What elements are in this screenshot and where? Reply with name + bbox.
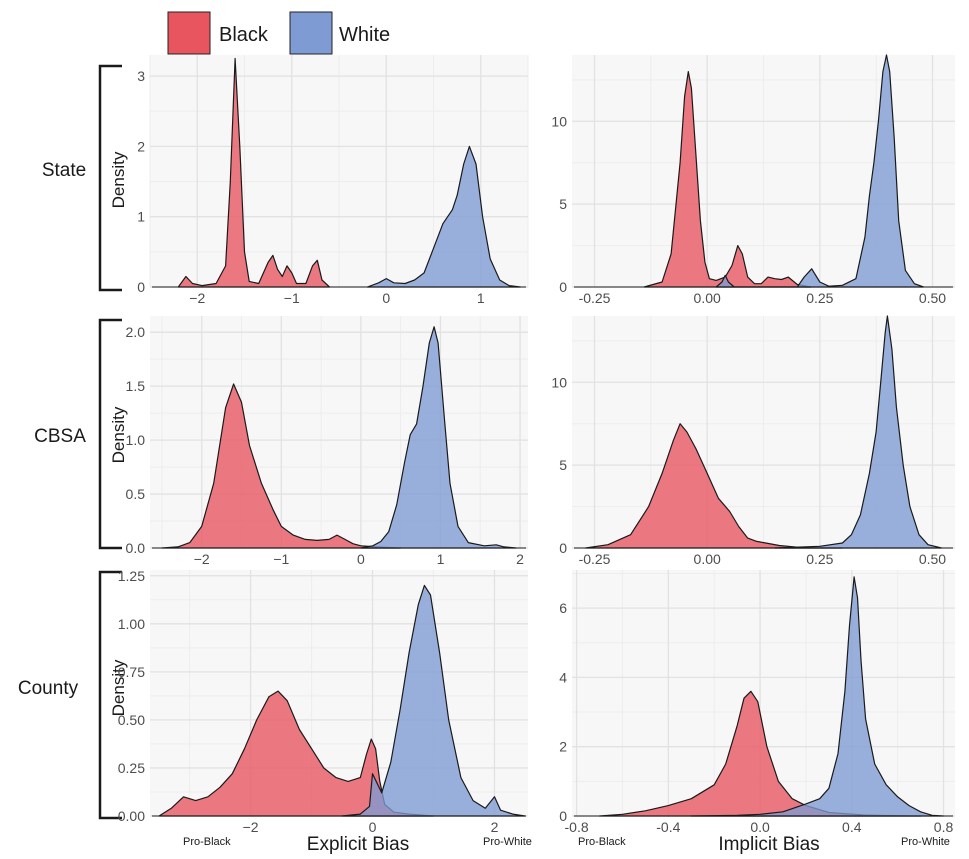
county-explicit-x-tick-label: 2 bbox=[491, 819, 499, 835]
state-explicit-y-tick-label: 2 bbox=[137, 138, 145, 154]
county-explicit-y-tick-label: 0.00 bbox=[118, 808, 145, 824]
state-explicit-x-tick-label: 1 bbox=[477, 290, 485, 306]
legend-label-white: White bbox=[339, 24, 390, 46]
cbsa-explicit-y-tick-label: 0.5 bbox=[126, 486, 146, 502]
state-explicit-y-tick-label: 1 bbox=[137, 209, 145, 225]
county-implicit-y-tick-label: 6 bbox=[559, 600, 567, 616]
cbsa-implicit-y-tick-label: 0 bbox=[559, 540, 567, 556]
county-explicit-y-tick-label: 1.25 bbox=[118, 568, 145, 584]
state-explicit-x-tick-label: 0 bbox=[382, 290, 390, 306]
cbsa-implicit-y-tick-label: 10 bbox=[551, 374, 567, 390]
state-implicit-x-tick-label: 0.00 bbox=[694, 290, 721, 306]
county-implicit-x-tick-label: -0.4 bbox=[656, 819, 680, 835]
county-explicit-y-tick-label: 0.25 bbox=[118, 760, 145, 776]
row-label-state: State bbox=[42, 160, 86, 181]
cbsa-explicit-y-tick-label: 0.0 bbox=[126, 540, 146, 556]
county-implicit-x-tick-label: 0.4 bbox=[842, 819, 862, 835]
county-explicit-x-tick-label: −2 bbox=[243, 819, 259, 835]
cbsa-implicit-x-tick-label: 0.50 bbox=[919, 551, 946, 567]
legend-swatch-black bbox=[167, 11, 211, 55]
county-implicit-x-tick-label: 0.8 bbox=[934, 819, 954, 835]
panel-county-explicit: −2 0 2 0.00 0.25 0.50 0.75 1.00 1.25 bbox=[118, 568, 528, 835]
state-implicit-y-tick-label: 5 bbox=[559, 196, 567, 212]
panel-cbsa-explicit: −2 −1 0 1 2 0.0 0.5 1.0 1.5 2.0 bbox=[126, 316, 528, 567]
state-implicit-y-tick-label: 10 bbox=[551, 113, 567, 129]
state-implicit-x-tick-label: 0.25 bbox=[806, 290, 833, 306]
row-label-county: County bbox=[18, 678, 79, 699]
county-explicit-y-tick-label: 0.75 bbox=[118, 664, 145, 680]
cbsa-explicit-y-tick-label: 1.5 bbox=[126, 378, 146, 394]
state-explicit-y-tick-label: 3 bbox=[137, 68, 145, 84]
explicit-x-axis-label: Explicit Bias bbox=[307, 834, 409, 855]
row-bracket-county bbox=[98, 570, 122, 820]
county-implicit-density-white bbox=[690, 576, 945, 817]
state-implicit-density-white bbox=[715, 54, 925, 288]
legend-swatch-white bbox=[289, 11, 333, 55]
row-bracket-cbsa bbox=[98, 318, 122, 550]
y-label-state: Density bbox=[109, 151, 128, 208]
panel-state-explicit: −2 −1 0 1 0 1 2 3 bbox=[137, 55, 529, 306]
county-implicit-y-tick-label: 0 bbox=[559, 808, 567, 824]
county-implicit-y-tick-label: 2 bbox=[559, 739, 567, 755]
county-explicit-density-white bbox=[341, 584, 526, 817]
county-implicit-x-tick-label: 0.0 bbox=[750, 819, 770, 835]
state-implicit-y-tick-label: 0 bbox=[559, 279, 567, 295]
row-bracket-state bbox=[98, 64, 122, 292]
cbsa-implicit-y-tick-label: 5 bbox=[559, 457, 567, 473]
county-explicit-x-tick-label: 0 bbox=[369, 819, 377, 835]
y-label-cbsa: Density bbox=[109, 406, 128, 463]
county-explicit-y-tick-label: 1.00 bbox=[118, 616, 145, 632]
cbsa-implicit-x-tick-label: 0.25 bbox=[806, 551, 833, 567]
panel-county-implicit: -0.8 -0.4 0.0 0.4 0.8 0 2 4 6 bbox=[559, 570, 955, 835]
county-implicit-x-tick-label: -0.8 bbox=[565, 819, 589, 835]
legend-label-black: Black bbox=[219, 24, 269, 46]
cbsa-explicit-y-tick-label: 2.0 bbox=[126, 324, 146, 340]
cbsa-explicit-x-tick-label: −2 bbox=[194, 551, 210, 567]
state-explicit-density-white bbox=[366, 145, 522, 288]
state-explicit-x-tick-label: −1 bbox=[284, 290, 300, 306]
county-implicit-y-tick-label: 4 bbox=[559, 669, 567, 685]
row-label-cbsa: CBSA bbox=[34, 426, 86, 447]
cbsa-explicit-x-tick-label: 0 bbox=[357, 551, 365, 567]
state-explicit-x-tick-label: −2 bbox=[189, 290, 205, 306]
cbsa-explicit-density-white bbox=[360, 326, 517, 549]
state-implicit-x-tick-label: 0.50 bbox=[919, 290, 946, 306]
cbsa-implicit-density-white bbox=[774, 315, 943, 549]
state-implicit-x-tick-label: -0.25 bbox=[579, 290, 611, 306]
cbsa-explicit-density-black bbox=[161, 383, 402, 549]
explicit-pro-white-label: Pro-White bbox=[483, 836, 532, 848]
cbsa-explicit-x-tick-label: 1 bbox=[437, 551, 445, 567]
cbsa-implicit-x-tick-label: 0.00 bbox=[694, 551, 721, 567]
county-explicit-plot-background bbox=[150, 570, 528, 816]
legend: Black White bbox=[167, 11, 390, 55]
county-explicit-y-tick-label: 0.50 bbox=[118, 712, 145, 728]
implicit-pro-black-label: Pro-Black bbox=[578, 836, 626, 848]
implicit-pro-white-label: Pro-White bbox=[901, 836, 950, 848]
cbsa-explicit-x-tick-label: 2 bbox=[516, 551, 524, 567]
state-implicit-density-black bbox=[643, 71, 812, 288]
cbsa-explicit-y-tick-label: 1.0 bbox=[126, 432, 146, 448]
cbsa-explicit-x-tick-label: −1 bbox=[273, 551, 289, 567]
panel-state-implicit: -0.25 0.00 0.25 0.50 0 5 10 bbox=[551, 54, 955, 306]
panel-cbsa-implicit: -0.25 0.00 0.25 0.50 0 5 10 bbox=[551, 315, 955, 567]
state-explicit-density-black bbox=[177, 57, 331, 288]
implicit-x-axis-label: Implicit Bias bbox=[718, 834, 819, 855]
state-explicit-y-tick-label: 0 bbox=[137, 279, 145, 295]
explicit-pro-black-label: Pro-Black bbox=[183, 836, 231, 848]
y-label-county: Density bbox=[109, 659, 128, 716]
cbsa-implicit-x-tick-label: -0.25 bbox=[579, 551, 611, 567]
